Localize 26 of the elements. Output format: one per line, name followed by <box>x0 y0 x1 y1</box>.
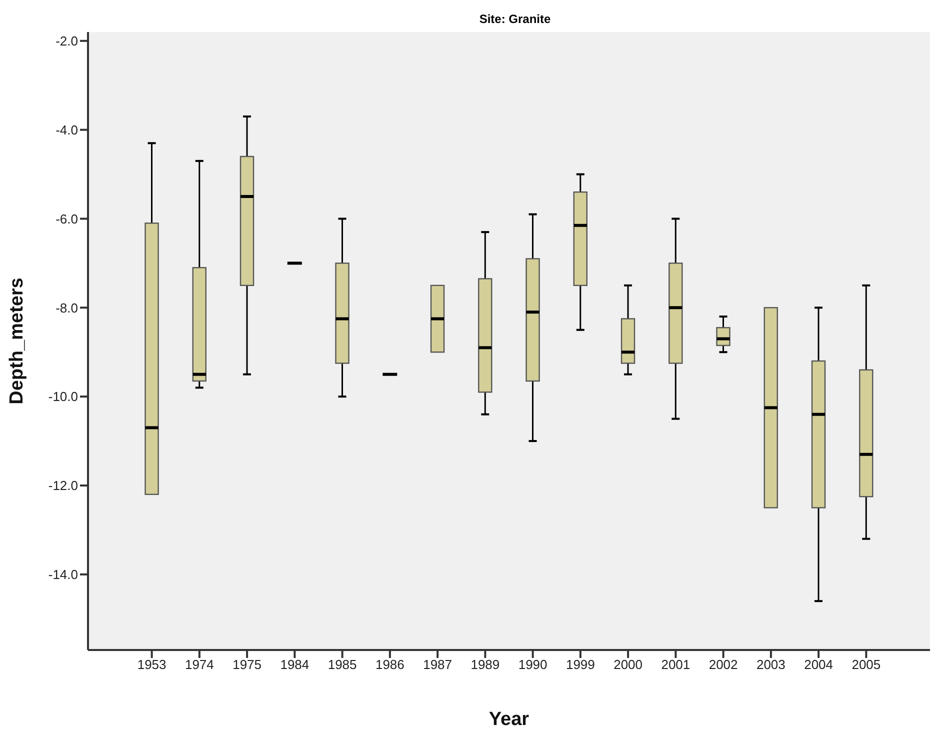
x-tick-label: 1989 <box>470 657 500 672</box>
y-tick-label: -12.0 <box>48 478 78 494</box>
y-tick-label: -2.0 <box>56 34 78 49</box>
y-tick-label: -10.0 <box>48 389 78 404</box>
x-tick-label: 1999 <box>566 657 595 672</box>
x-tick-label: 2002 <box>708 657 738 672</box>
x-tick-label: 1987 <box>423 657 452 672</box>
x-tick-label: 1974 <box>184 657 214 672</box>
y-tick-label: -6.0 <box>56 211 78 226</box>
x-tick-label: 1985 <box>328 657 357 672</box>
x-tick-label: 2003 <box>756 657 786 672</box>
chart-title: Site: Granite <box>478 11 552 28</box>
x-axis-title: Year <box>488 709 530 730</box>
x-tick-label: 1990 <box>518 657 548 672</box>
x-tick-label: 1986 <box>375 657 404 672</box>
y-tick-label: -4.0 <box>56 122 78 138</box>
y-axis-title: Depth_meters <box>6 278 28 404</box>
y-tick-label: -8.0 <box>56 300 78 316</box>
x-tick-label: 1953 <box>137 657 166 672</box>
x-tick-label: 2005 <box>852 657 881 672</box>
x-tick-label: 1975 <box>232 657 262 672</box>
x-tick-label: 2004 <box>804 657 834 672</box>
y-tick-label: -14.0 <box>48 567 78 582</box>
x-tick-label: 2000 <box>614 657 643 672</box>
x-tick-label: 2001 <box>661 657 690 672</box>
x-tick-label: 1984 <box>280 657 310 672</box>
